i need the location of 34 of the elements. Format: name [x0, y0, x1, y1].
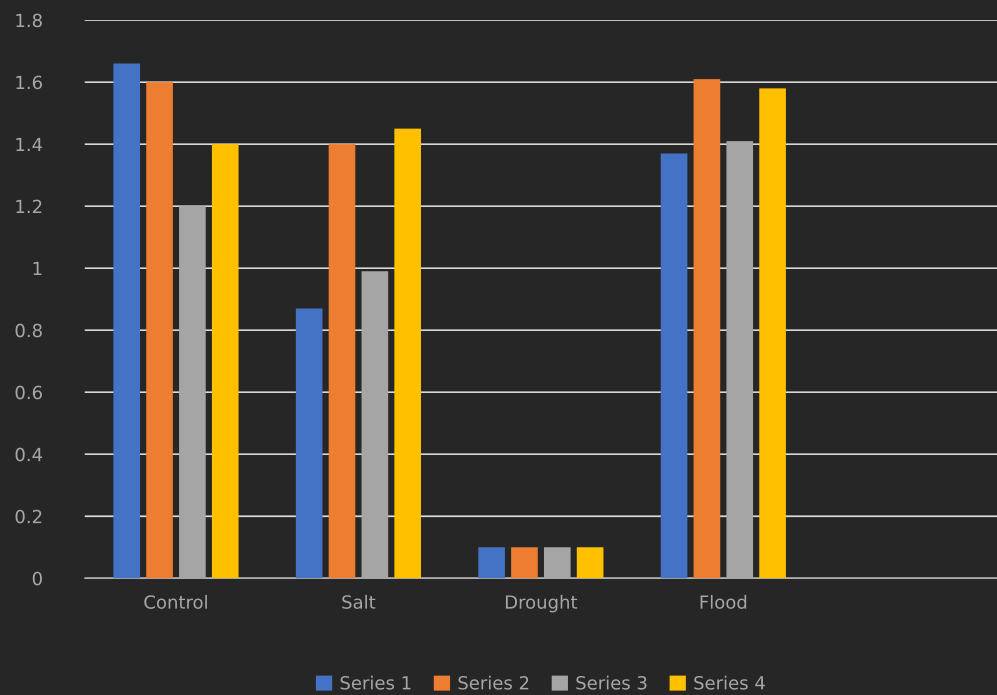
y-tick-label: 0.2 — [16, 510, 42, 524]
y-tick-label: 1 — [34, 262, 42, 276]
y-tick-label: 1.2 — [16, 200, 42, 214]
bar — [296, 308, 322, 578]
y-tick-label: 0 — [32, 572, 42, 586]
bar — [394, 128, 421, 578]
x-tick-label: Control — [144, 594, 207, 609]
bar — [362, 271, 388, 578]
bar — [146, 82, 173, 578]
bar — [511, 547, 538, 578]
bar — [212, 144, 239, 578]
bar — [544, 547, 571, 578]
bar — [328, 144, 356, 578]
y-tick-label: 0.6 — [16, 386, 42, 400]
y-tick-label: 0.4 — [16, 448, 42, 462]
bar — [576, 547, 604, 578]
y-tick-label: 1.4 — [16, 138, 42, 152]
y-tick-label: 0.8 — [16, 324, 42, 338]
legend-label: Series 2 — [458, 676, 528, 690]
bar — [660, 153, 688, 578]
bar — [726, 141, 754, 578]
y-tick-label: 1.6 — [16, 76, 42, 90]
legend-label: Series 4 — [694, 676, 765, 690]
y-tick-label: 1.8 — [16, 14, 42, 28]
x-tick-label: Drought — [506, 594, 578, 612]
bar — [478, 547, 505, 578]
bar — [113, 64, 140, 578]
bar — [759, 88, 786, 578]
x-tick-label: Flood — [700, 594, 746, 609]
x-tick-label: Salt — [342, 594, 376, 609]
bar — [694, 79, 720, 578]
legend-label: Series 3 — [576, 676, 646, 690]
bar — [179, 206, 206, 578]
legend-label: Series 1 — [340, 676, 410, 690]
